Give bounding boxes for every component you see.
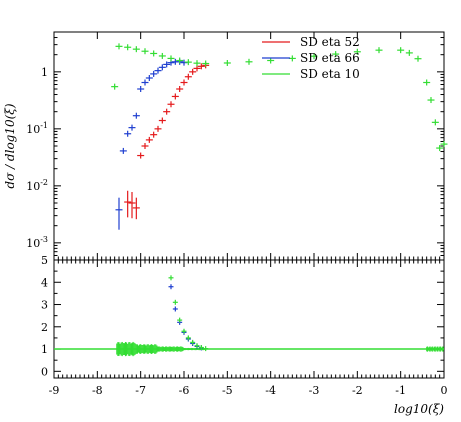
ratio-y-tick-label: 3 [41, 299, 48, 312]
x-axis-title: log10(ξ) [394, 402, 444, 416]
ratio-axis-ticks: -9 -8 -7 -6 -5 -4 -3 -2 -1 0 0 1 2 3 4 5 [41, 254, 448, 397]
x-tick-label: -5 [222, 384, 233, 397]
main-axis-ticks: 10-3 10-2 10-1 1 [26, 31, 445, 261]
main-data-marks [111, 43, 448, 230]
y-tick-label: 10-3 [26, 235, 48, 250]
y-tick-label: 10-2 [26, 178, 48, 193]
x-tick-label: -7 [135, 384, 146, 397]
y-axis-title: dσ / dlog10(ξ) [3, 103, 17, 189]
x-tick-label: -3 [309, 384, 320, 397]
ratio-y-tick-label: 4 [41, 276, 48, 289]
ratio-plot-frame [53, 259, 445, 379]
x-tick-label: -8 [92, 384, 103, 397]
legend-label: SD eta 52 [300, 35, 360, 49]
main-plot-frame [53, 31, 445, 261]
y-tick-label: 10-1 [26, 121, 48, 136]
y-tick-label: 1 [41, 66, 48, 79]
legend-label: SD eta 10 [300, 67, 360, 81]
legend-label: SD eta 66 [300, 51, 360, 65]
x-tick-label: -6 [179, 384, 190, 397]
ratio-y-tick-label: 1 [41, 343, 48, 356]
ratio-y-tick-label: 5 [41, 254, 48, 267]
x-tick-label: -4 [265, 384, 276, 397]
ratio-y-tick-label: 0 [41, 365, 48, 378]
ratio-data-marks [54, 275, 444, 357]
x-tick-label: -2 [352, 384, 363, 397]
x-tick-label: 0 [441, 384, 448, 397]
x-tick-label: -9 [49, 384, 60, 397]
legend: SD eta 52 SD eta 66 SD eta 10 [262, 35, 360, 81]
ratio-y-tick-label: 2 [41, 321, 48, 334]
x-tick-label: -1 [395, 384, 406, 397]
